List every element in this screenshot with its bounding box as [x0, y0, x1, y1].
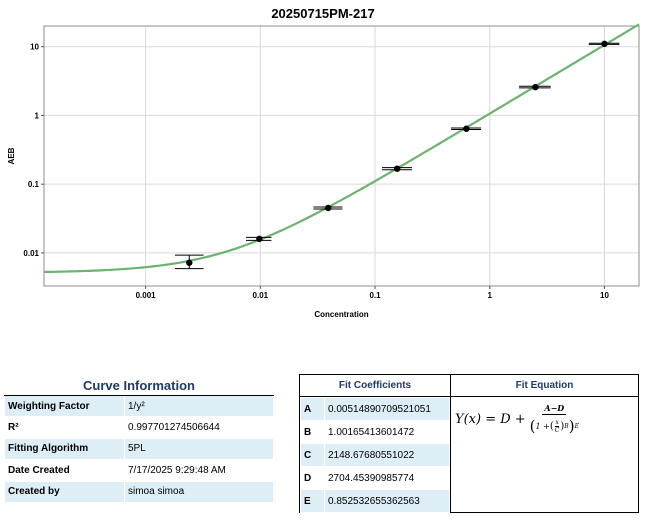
equation-x: x	[555, 418, 559, 427]
y-tick-label: 1	[35, 111, 40, 120]
equation-fraction: A−D ( 1 + ( x C ) B ) E	[530, 403, 579, 435]
data-point	[313, 204, 343, 212]
table-row: D 2704.45390985774	[300, 466, 450, 490]
data-point	[174, 254, 204, 270]
fitting-algorithm-value: 5PL	[124, 437, 274, 461]
y-tick-label: 10	[30, 43, 39, 52]
equation-c: C	[554, 426, 560, 434]
table-row: Fitting Algorithm 5PL	[4, 437, 274, 461]
coef-a-value: 0.00514890709521051	[324, 397, 450, 421]
equation-exponent-b: B	[564, 422, 569, 430]
data-point-marker	[532, 83, 539, 91]
data-point	[382, 165, 413, 172]
equation-one-plus: 1 +	[535, 421, 550, 431]
data-point-marker	[186, 259, 193, 266]
data-point-marker	[256, 235, 263, 243]
x-tick-label: 10	[600, 291, 609, 300]
coef-c-label: C	[300, 443, 325, 467]
equation-x-over-c: x C	[555, 419, 560, 434]
data-point	[588, 40, 620, 48]
fit-equation: Fit Equation Y(x) = D + A−D ( 1 + ( x C …	[451, 375, 638, 512]
equation-exponent-e: E	[574, 422, 579, 430]
coef-d-label: D	[300, 466, 325, 490]
y-axis-title: AEB	[7, 147, 16, 164]
coef-c-value: 2148.67680551022	[324, 443, 450, 467]
data-point	[246, 235, 272, 243]
plot-frame	[43, 25, 640, 287]
data-point-marker	[601, 40, 608, 48]
table-row: Created by simoa simoa	[4, 480, 274, 503]
r-squared-value: 0.997701274506644	[124, 416, 274, 439]
r-squared-label: R²	[4, 416, 125, 439]
chart-title: 20250715PM-217	[271, 6, 375, 21]
data-points-layer	[174, 40, 620, 270]
fitting-algorithm-label: Fitting Algorithm	[4, 437, 125, 461]
x-tick-label: 0.01	[253, 291, 269, 300]
fit-curve-layer	[43, 23, 640, 274]
created-by-label: Created by	[4, 480, 125, 503]
data-point	[451, 125, 482, 132]
table-row: A 0.00514890709521051	[300, 397, 450, 421]
table-row: R² 0.997701274506644	[4, 416, 274, 439]
x-tick-label: 0.1	[369, 291, 381, 300]
table-row: Weighting Factor 1/y²	[4, 394, 274, 418]
created-by-value: simoa simoa	[124, 480, 274, 503]
fit-curve	[43, 23, 640, 274]
y-tick-label: 0.1	[28, 180, 40, 189]
tick-labels: 0.001 0.01 0.1 1 10 0.01 0.1 1 10	[23, 43, 609, 300]
coef-a-label: A	[300, 397, 325, 421]
coef-d-value: 2704.45390985774	[324, 466, 450, 490]
fit-coefficients-header: Fit Coefficients	[300, 375, 450, 397]
equation-denominator: ( 1 + ( x C ) B ) E	[529, 417, 579, 435]
curve-information-header: Curve Information	[4, 374, 274, 396]
coef-b-label: B	[300, 420, 325, 444]
equation-numerator: A−D	[542, 403, 567, 415]
coef-e-value: 0.852532655362563	[324, 489, 450, 513]
data-point-marker	[463, 125, 470, 132]
date-created-label: Date Created	[4, 459, 125, 482]
table-row: Date Created 7/17/2025 9:29:48 AM	[4, 459, 274, 482]
table-row: E 0.852532655362563	[300, 489, 450, 513]
fit-equation-formula: Y(x) = D + A−D ( 1 + ( x C ) B ) E	[455, 403, 579, 435]
grid-lines	[44, 26, 639, 286]
y-tick-label: 0.01	[23, 249, 39, 258]
fit-panel: Fit Coefficients A 0.00514890709521051 B…	[299, 374, 639, 513]
table-row: B 1.00165413601472	[300, 420, 450, 444]
data-point-marker	[324, 204, 332, 212]
fit-coefficients-table: A 0.00514890709521051 B 1.00165413601472…	[300, 397, 450, 513]
weighting-factor-label: Weighting Factor	[4, 394, 125, 418]
x-tick-label: 0.001	[136, 291, 157, 300]
curve-information-table: Curve Information Weighting Factor 1/y² …	[4, 374, 274, 503]
fit-coefficients: Fit Coefficients A 0.00514890709521051 B…	[300, 375, 451, 513]
data-point-marker	[394, 165, 401, 172]
weighting-factor-value: 1/y²	[124, 394, 274, 418]
table-row: C 2148.67680551022	[300, 443, 450, 467]
data-point	[519, 83, 551, 91]
equation-lhs: Y(x) = D +	[455, 411, 526, 427]
fit-equation-header: Fit Equation	[451, 375, 638, 397]
x-axis-title: Concentration	[314, 310, 368, 319]
coef-e-label: E	[300, 489, 325, 513]
date-created-value: 7/17/2025 9:29:48 AM	[124, 459, 274, 482]
x-tick-label: 1	[488, 291, 493, 300]
coef-b-value: 1.00165413601472	[324, 420, 450, 444]
